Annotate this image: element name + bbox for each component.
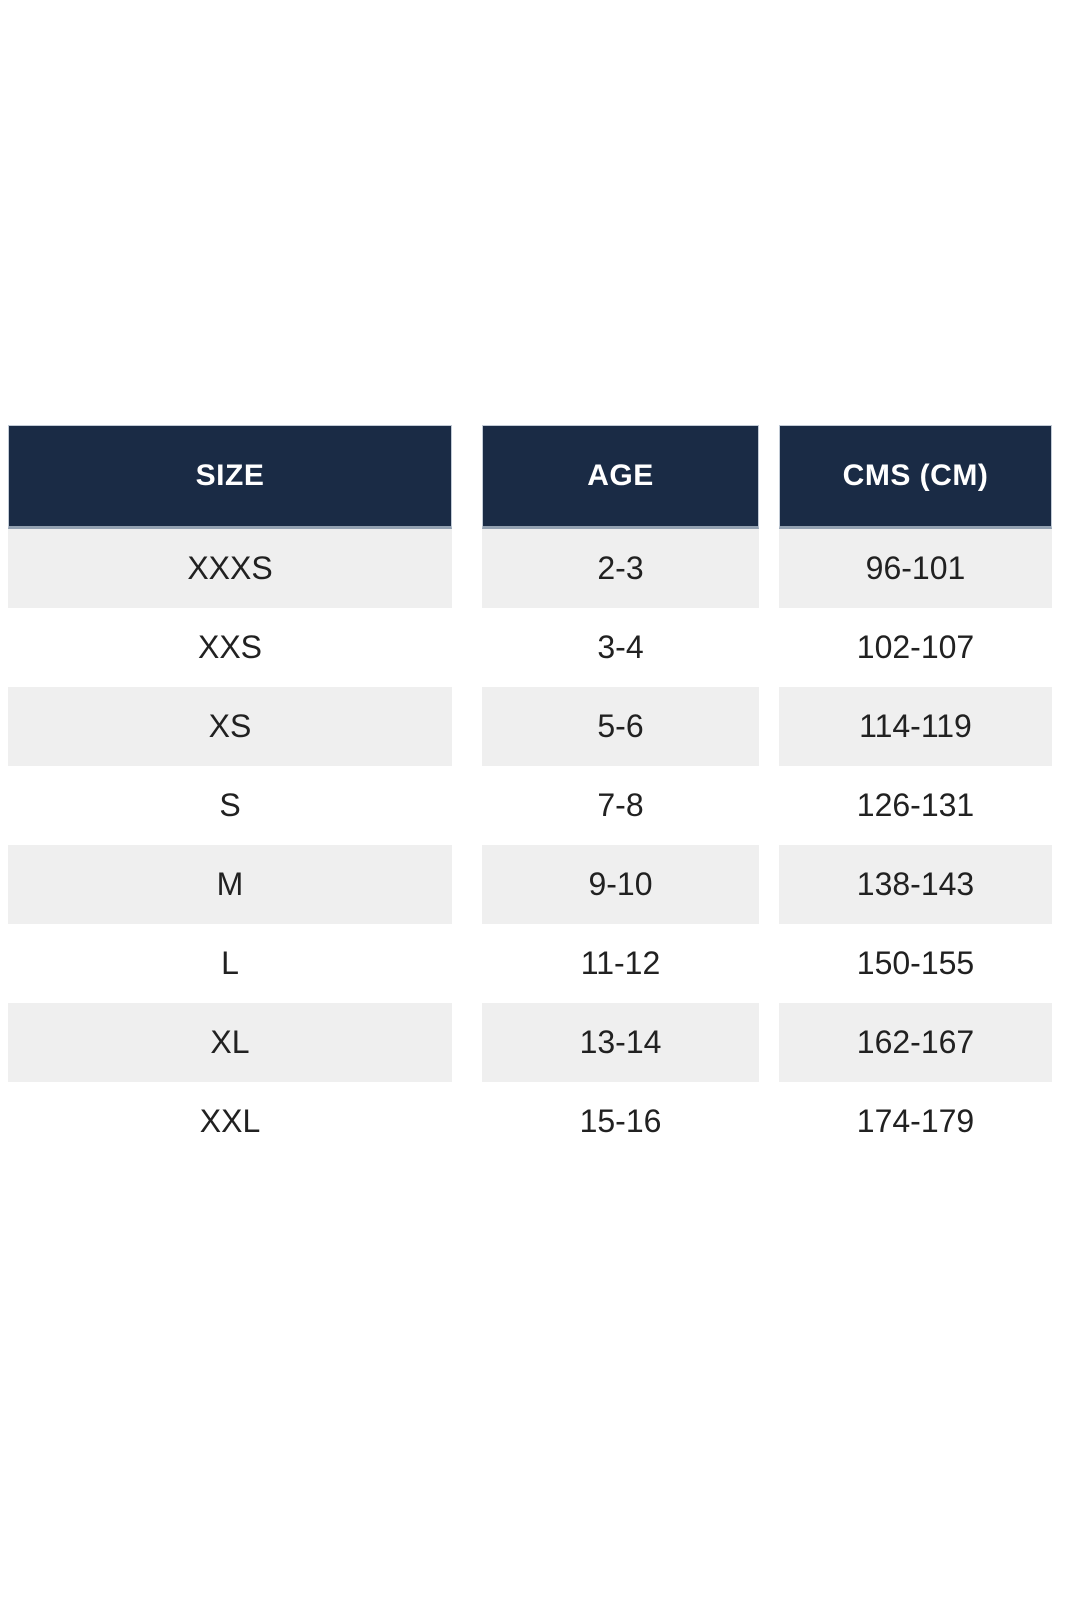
cms-column: CMS (CM) 96-101 102-107 114-119 126-131 … bbox=[779, 425, 1052, 1161]
table-cell: 7-8 bbox=[482, 766, 759, 845]
table-cell: XXL bbox=[8, 1082, 452, 1161]
table-cell: 150-155 bbox=[779, 924, 1052, 1003]
table-cell: 174-179 bbox=[779, 1082, 1052, 1161]
table-cell: 5-6 bbox=[482, 687, 759, 766]
table-cell: M bbox=[8, 845, 452, 924]
table-cell: 2-3 bbox=[482, 529, 759, 608]
table-cell: 13-14 bbox=[482, 1003, 759, 1082]
table-cell: 102-107 bbox=[779, 608, 1052, 687]
size-chart-table: SIZE XXXS XXS XS S M L XL XXL AGE 2-3 3-… bbox=[8, 425, 1052, 1161]
table-cell: 114-119 bbox=[779, 687, 1052, 766]
table-cell: 9-10 bbox=[482, 845, 759, 924]
table-cell: XS bbox=[8, 687, 452, 766]
table-cell: XL bbox=[8, 1003, 452, 1082]
table-cell: XXS bbox=[8, 608, 452, 687]
table-cell: L bbox=[8, 924, 452, 1003]
table-cell: 138-143 bbox=[779, 845, 1052, 924]
table-cell: 162-167 bbox=[779, 1003, 1052, 1082]
size-column: SIZE XXXS XXS XS S M L XL XXL bbox=[8, 425, 452, 1161]
table-cell: 15-16 bbox=[482, 1082, 759, 1161]
column-header-size: SIZE bbox=[8, 425, 452, 529]
table-cell: XXXS bbox=[8, 529, 452, 608]
column-header-age: AGE bbox=[482, 425, 759, 529]
table-cell: 96-101 bbox=[779, 529, 1052, 608]
table-cell: 3-4 bbox=[482, 608, 759, 687]
table-cell: 126-131 bbox=[779, 766, 1052, 845]
column-header-cms: CMS (CM) bbox=[779, 425, 1052, 529]
age-column: AGE 2-3 3-4 5-6 7-8 9-10 11-12 13-14 15-… bbox=[482, 425, 759, 1161]
table-cell: 11-12 bbox=[482, 924, 759, 1003]
table-cell: S bbox=[8, 766, 452, 845]
